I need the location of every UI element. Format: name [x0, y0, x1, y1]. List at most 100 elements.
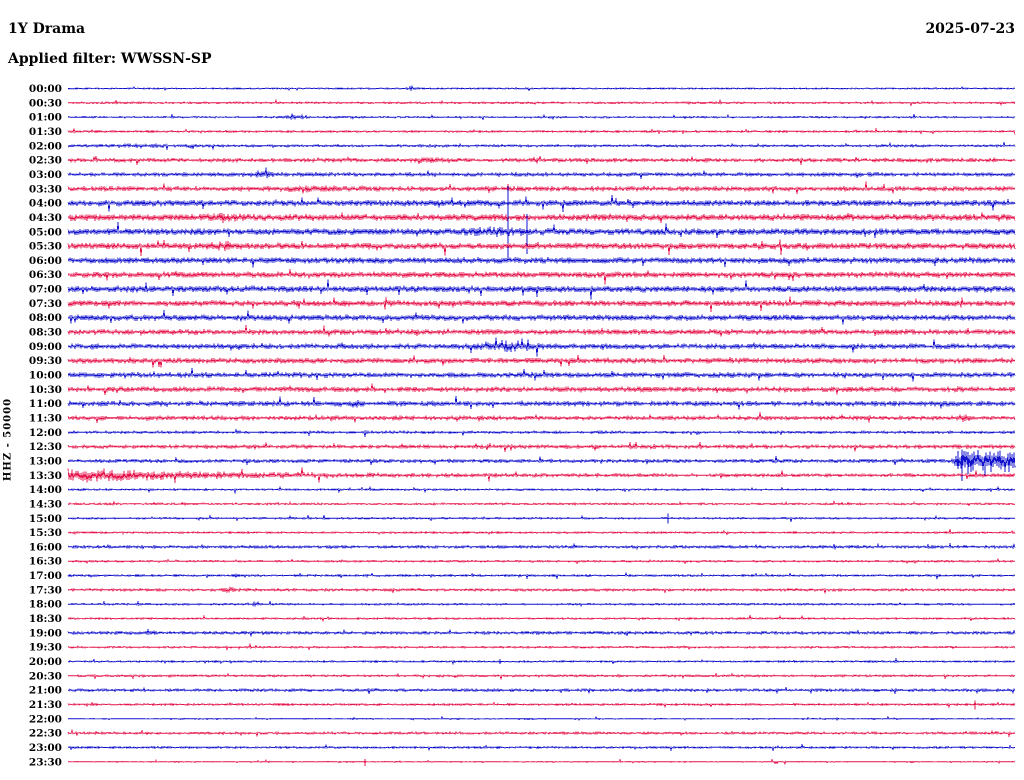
trace-1130	[67, 412, 1016, 424]
time-label-0800: 08:00	[29, 312, 62, 324]
trace-0330	[67, 181, 1016, 195]
trace-1000	[67, 367, 1016, 382]
trace-1430	[67, 500, 1016, 507]
trace-0130	[67, 127, 1016, 135]
time-label-1200: 12:00	[29, 427, 62, 439]
trace-2300	[67, 743, 1016, 752]
time-label-0230: 02:30	[29, 155, 62, 167]
time-label-1930: 19:30	[29, 642, 62, 654]
trace-1330	[67, 467, 1016, 483]
trace-0300	[67, 167, 1016, 179]
time-label-0400: 04:00	[29, 198, 62, 210]
time-label-1600: 16:00	[29, 541, 62, 553]
time-label-1630: 16:30	[29, 556, 62, 568]
trace-1700	[67, 571, 1016, 581]
time-label-0300: 03:00	[29, 169, 62, 181]
trace-2100	[67, 686, 1016, 695]
trace-1400	[67, 485, 1016, 495]
trace-1030	[67, 383, 1016, 396]
trace-0730	[67, 296, 1016, 313]
time-label-1030: 10:30	[29, 384, 62, 396]
time-label-0500: 05:00	[29, 226, 62, 238]
time-label-0200: 02:00	[29, 140, 62, 152]
date-label: 2025-07-23	[925, 21, 1015, 37]
trace-1930	[67, 642, 1016, 652]
trace-0930	[67, 354, 1016, 368]
time-label-0600: 06:00	[29, 255, 62, 267]
time-label-1900: 19:00	[29, 627, 62, 639]
trace-0400	[67, 194, 1016, 212]
time-label-2100: 21:00	[29, 685, 62, 697]
time-label-1430: 14:30	[29, 498, 62, 510]
time-label-0730: 07:30	[29, 298, 62, 310]
trace-1630	[67, 557, 1016, 565]
trace-1300	[67, 449, 1016, 473]
trace-0030	[67, 98, 1016, 107]
trace-1100	[67, 395, 1016, 410]
time-label-2130: 21:30	[29, 699, 62, 711]
time-label-0000: 00:00	[29, 83, 62, 95]
trace-0600	[67, 255, 1016, 268]
time-label-0900: 09:00	[29, 341, 62, 353]
time-label-0630: 06:30	[29, 269, 62, 281]
trace-1200	[67, 428, 1016, 437]
time-label-2000: 20:00	[29, 656, 62, 668]
trace-spikes-1300	[957, 450, 986, 481]
trace-spikes-0500	[507, 185, 528, 260]
trace-2330	[67, 758, 1016, 766]
time-label-1230: 12:30	[29, 441, 62, 453]
time-label-0530: 05:30	[29, 241, 62, 253]
trace-1530	[67, 529, 1016, 536]
trace-0530	[67, 239, 1016, 257]
time-label-2030: 20:30	[29, 670, 62, 682]
trace-0500	[67, 222, 1016, 239]
time-label-1100: 11:00	[29, 398, 62, 410]
time-label-2230: 22:30	[29, 728, 62, 740]
trace-0800	[67, 310, 1016, 325]
trace-0700	[67, 279, 1016, 300]
trace-1800	[67, 600, 1016, 608]
time-label-0130: 01:30	[29, 126, 62, 138]
time-label-0100: 01:00	[29, 112, 62, 124]
trace-0830	[67, 325, 1016, 337]
trace-1730	[67, 585, 1016, 594]
time-label-0330: 03:30	[29, 183, 62, 195]
time-label-1330: 13:30	[29, 470, 62, 482]
trace-1600	[67, 542, 1016, 551]
trace-0230	[67, 155, 1016, 165]
applied-filter-label: Applied filter: WWSSN-SP	[8, 51, 212, 67]
time-label-2200: 22:00	[29, 713, 62, 725]
time-label-1730: 17:30	[29, 584, 62, 596]
trace-2000	[67, 656, 1016, 666]
trace-1500	[67, 513, 1016, 522]
time-label-1700: 17:00	[29, 570, 62, 582]
trace-0430	[67, 212, 1016, 224]
time-label-1400: 14:00	[29, 484, 62, 496]
trace-2230	[67, 728, 1016, 738]
time-label-0930: 09:30	[29, 355, 62, 367]
trace-0200	[67, 141, 1016, 151]
time-label-1000: 10:00	[29, 370, 62, 382]
time-label-1830: 18:30	[29, 613, 62, 625]
trace-2130	[67, 701, 1016, 709]
time-label-1530: 15:30	[29, 527, 62, 539]
trace-1830	[67, 614, 1016, 622]
time-label-1130: 11:30	[29, 413, 62, 425]
trace-0100	[67, 113, 1016, 121]
trace-2030	[67, 672, 1016, 680]
station-title: 1Y Drama	[8, 21, 86, 37]
trace-2200	[67, 715, 1016, 721]
trace-0630	[67, 268, 1016, 285]
time-label-0430: 04:30	[29, 212, 62, 224]
time-label-2330: 23:30	[29, 756, 62, 768]
time-label-0700: 07:00	[29, 284, 62, 296]
time-label-1500: 15:00	[29, 513, 62, 525]
time-label-0830: 08:30	[29, 327, 62, 339]
trace-1230	[67, 441, 1016, 452]
time-label-1800: 18:00	[29, 599, 62, 611]
trace-0900	[67, 337, 1016, 357]
trace-0000	[67, 84, 1016, 92]
trace-1900	[67, 628, 1016, 637]
